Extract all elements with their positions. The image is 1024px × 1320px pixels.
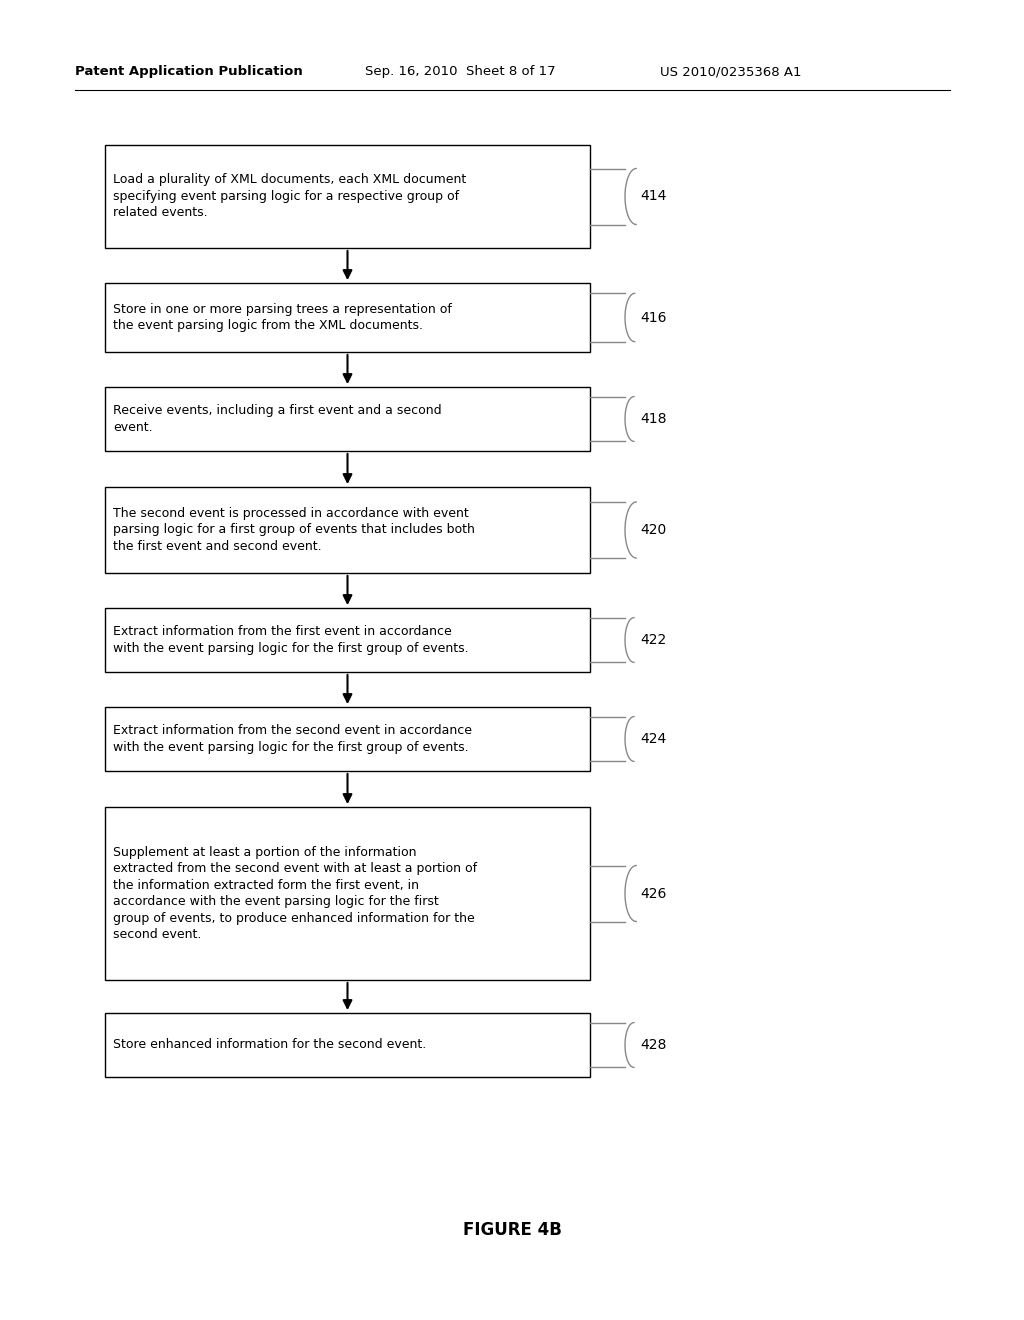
Text: The second event is processed in accordance with event
parsing logic for a first: The second event is processed in accorda… [113,507,475,553]
Bar [105,487,590,573]
Text: Store in one or more parsing trees a representation of
the event parsing logic f: Store in one or more parsing trees a rep… [113,302,452,333]
Bar [105,609,590,672]
Text: 428: 428 [640,1038,667,1052]
Text: US 2010/0235368 A1: US 2010/0235368 A1 [660,66,802,78]
Bar [105,282,590,352]
Text: 418: 418 [640,412,667,426]
Bar [105,145,590,248]
Text: Sep. 16, 2010  Sheet 8 of 17: Sep. 16, 2010 Sheet 8 of 17 [365,66,556,78]
Text: Extract information from the second event in accordance
with the event parsing l: Extract information from the second even… [113,725,472,754]
Text: FIGURE 4B: FIGURE 4B [463,1221,561,1239]
Bar [105,708,590,771]
Text: Patent Application Publication: Patent Application Publication [75,66,303,78]
Text: 414: 414 [640,190,667,203]
Bar [105,387,590,451]
Text: 420: 420 [640,523,667,537]
Text: 416: 416 [640,310,667,325]
Text: Supplement at least a portion of the information
extracted from the second event: Supplement at least a portion of the inf… [113,846,477,941]
Bar [105,807,590,979]
Text: 422: 422 [640,634,667,647]
Bar [105,1012,590,1077]
Text: Store enhanced information for the second event.: Store enhanced information for the secon… [113,1039,426,1052]
Text: Load a plurality of XML documents, each XML document
specifying event parsing lo: Load a plurality of XML documents, each … [113,173,466,219]
Text: 424: 424 [640,733,667,746]
Text: 426: 426 [640,887,667,900]
Text: Receive events, including a first event and a second
event.: Receive events, including a first event … [113,404,441,434]
Text: Extract information from the first event in accordance
with the event parsing lo: Extract information from the first event… [113,626,469,655]
